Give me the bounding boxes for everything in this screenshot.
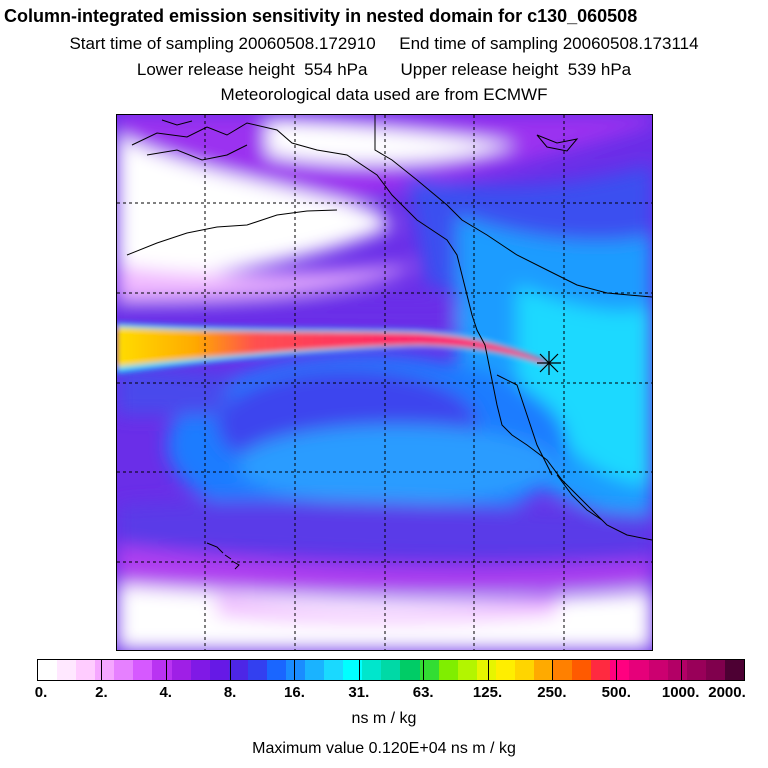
colorbar-segment <box>667 660 687 680</box>
colorbar-tick <box>165 660 167 680</box>
colorbar-segment <box>724 660 744 680</box>
colorbar-tick <box>358 660 360 680</box>
colorbar-units: ns m / kg <box>351 710 417 727</box>
colorbar-tick-label: 1000. <box>661 684 700 701</box>
colorbar-segment <box>400 660 420 680</box>
colorbar-tick <box>680 660 682 680</box>
colorbar-segment <box>76 660 96 680</box>
colorbar-segment <box>381 660 401 680</box>
colorbar-segment <box>553 660 573 680</box>
colorbar-tick <box>551 660 553 680</box>
maximum-value: Maximum value 0.120E+04 ns m / kg <box>252 740 516 757</box>
colorbar-segment <box>228 660 248 680</box>
colorbar-tick <box>294 660 296 680</box>
colorbar-tick-label: 0. <box>34 684 48 701</box>
colorbar-segment <box>95 660 115 680</box>
colorbar-segment <box>171 660 191 680</box>
colorbar-segment <box>343 660 363 680</box>
colorbar-segment <box>190 660 210 680</box>
colorbar-segment <box>362 660 382 680</box>
colorbar-segment <box>591 660 611 680</box>
release-location-star <box>537 351 561 375</box>
colorbar-segment <box>572 660 592 680</box>
colorbar-segment <box>133 660 153 680</box>
colorbar-segment <box>114 660 134 680</box>
colorbar-tick <box>423 660 425 680</box>
colorbar-segment <box>534 660 554 680</box>
colorbar-tick <box>487 660 489 680</box>
colorbar-segment <box>648 660 668 680</box>
colorbar <box>37 659 745 681</box>
colorbar-segment <box>286 660 306 680</box>
map-field <box>117 115 652 650</box>
colorbar-tick-label: 4. <box>159 684 172 701</box>
colorbar-segment <box>457 660 477 680</box>
colorbar-segment <box>152 660 172 680</box>
colorbar-tick-label: 250. <box>537 684 567 701</box>
colorbar-tick-label: 125. <box>472 684 503 701</box>
colorbar-segment <box>686 660 706 680</box>
colorbar-segment <box>38 660 58 680</box>
colorbar-segment <box>247 660 267 680</box>
colorbar-segment <box>57 660 77 680</box>
colorbar-segment <box>419 660 439 680</box>
colorbar-segment <box>476 660 496 680</box>
colorbar-segment <box>438 660 458 680</box>
colorbar-segment <box>305 660 325 680</box>
sampling-times: Start time of sampling 20060508.172910 E… <box>69 34 699 53</box>
release-heights: Lower release height 554 hPa Upper relea… <box>136 60 632 79</box>
colorbar-tick-label: 31. <box>348 684 370 701</box>
colorbar-tick-label: 16. <box>284 684 305 701</box>
colorbar-tick-label: 63. <box>412 684 434 701</box>
colorbar-tick-label: 8. <box>223 684 237 701</box>
colorbar-tick-label: 2000. <box>708 684 746 701</box>
colorbar-tick <box>616 660 618 680</box>
colorbar-tick <box>101 660 103 680</box>
colorbar-tick-label: 500. <box>601 684 631 701</box>
colorbar-segment <box>324 660 344 680</box>
colorbar-segment <box>514 660 535 680</box>
colorbar-tick <box>230 660 232 680</box>
met-data-source: Meteorological data used are from ECMWF <box>220 85 548 104</box>
colorbar-segment <box>629 660 649 680</box>
colorbar-segment <box>495 660 515 680</box>
colorbar-segment <box>209 660 229 680</box>
colorbar-segment <box>705 660 725 680</box>
colorbar-segment <box>610 660 630 680</box>
emission-sensitivity-map <box>116 114 653 651</box>
colorbar-tick-label: 2. <box>95 684 108 701</box>
map-title: Column-integrated emission sensitivity i… <box>4 6 638 26</box>
colorbar-segment <box>266 660 287 680</box>
